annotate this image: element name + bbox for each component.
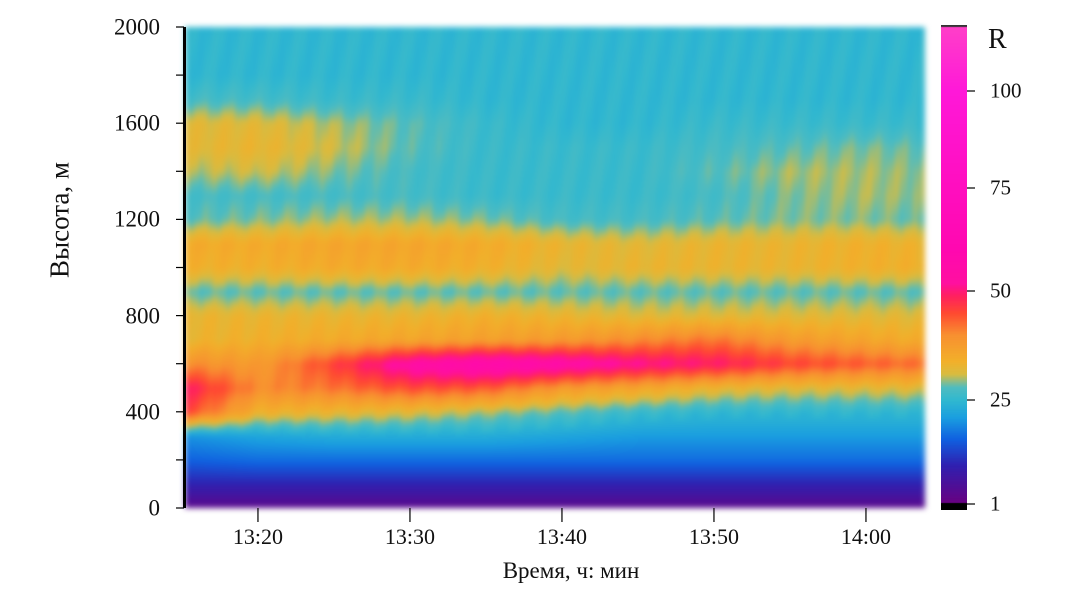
- y-tick-label: 2000: [114, 14, 160, 40]
- x-tick-label: 13:30: [384, 524, 436, 549]
- colorbar-tick-label: 1: [990, 491, 1001, 516]
- colorbar-tick-label: 50: [990, 278, 1011, 303]
- x-tick-label: 14:00: [840, 524, 892, 549]
- heatmap-image: [185, 27, 925, 508]
- colorbar: [941, 25, 967, 510]
- y-tick-label: 0: [148, 495, 161, 521]
- y-tick-label: 800: [125, 303, 161, 329]
- colorbar-tick-label: 25: [990, 387, 1011, 412]
- colorbar-tick-label: 100: [990, 78, 1022, 103]
- colorbar-tick-label: 75: [990, 175, 1011, 200]
- heatmap-plot-area: [185, 27, 925, 508]
- x-tick-label: 13:50: [688, 524, 740, 549]
- x-tick-label: 13:20: [232, 524, 284, 549]
- x-axis-label: Время, ч: мин: [502, 558, 640, 583]
- y-tick-label: 400: [125, 399, 161, 425]
- x-tick-label: 13:40: [536, 524, 588, 549]
- colorbar-label: R: [988, 24, 1007, 55]
- y-tick-label: 1600: [114, 110, 160, 136]
- y-tick-label: 1200: [114, 206, 160, 232]
- y-axis-label: Высота, м: [44, 162, 75, 278]
